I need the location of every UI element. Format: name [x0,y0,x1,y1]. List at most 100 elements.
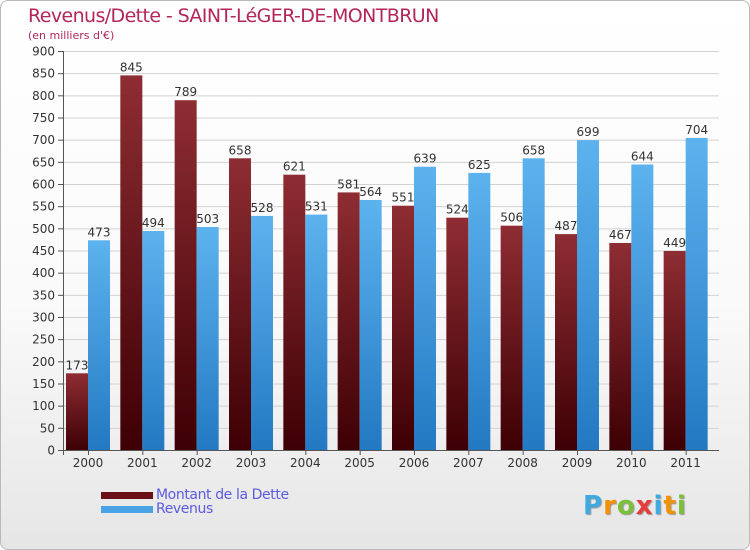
bar-revenus [685,137,708,451]
y-tick-label: 500 [32,222,55,236]
y-tick-label: 450 [32,244,55,258]
bar-dette [120,75,143,450]
y-tick-label: 250 [32,333,55,347]
data-label-revenus: 503 [196,212,219,226]
data-label-dette: 487 [555,219,578,233]
data-label-dette: 467 [609,228,632,242]
bar-revenus [414,166,436,450]
y-tick-label: 850 [32,67,55,81]
data-label-dette: 658 [229,143,252,157]
y-tick-label: 150 [32,377,55,391]
bar-revenus [196,227,219,450]
logo-letter: x [635,491,654,521]
chart-title: Revenus/Dette - SAINT-LéGER-DE-MONTBRUN [28,5,439,27]
data-label-dette: 173 [66,358,89,372]
y-tick-label: 550 [32,200,55,214]
bar-dette [337,192,360,450]
bar-dette [392,205,414,450]
bar-revenus [251,215,273,450]
bar-dette [446,217,469,450]
y-tick-label: 300 [32,311,55,325]
y-tick-label: 50 [40,421,55,435]
legend-label-revenus: Revenus [156,501,213,517]
legend-item-debt: Montant de la Dette [101,487,289,503]
y-tick-label: 400 [32,266,55,280]
logo-letter: t [663,491,677,521]
x-tick-label: 2005 [344,456,375,470]
legend-label-debt: Montant de la Dette [156,487,289,503]
bar-revenus [142,230,165,450]
x-tick-label: 2000 [73,456,104,470]
x-tick-label: 2011 [670,456,701,470]
bar-revenus [631,164,654,450]
y-tick-label: 350 [32,288,55,302]
data-label-dette: 524 [446,203,469,217]
x-tick-label: 2006 [399,456,430,470]
logo-letter: r [603,491,617,521]
x-tick-label: 2003 [236,456,267,470]
x-tick-label: 2010 [616,456,647,470]
x-tick-label: 2002 [181,456,212,470]
data-label-revenus: 531 [305,200,328,214]
data-label-revenus: 528 [251,201,274,215]
x-tick-label: 2001 [127,456,158,470]
data-label-revenus: 699 [577,125,600,139]
bars [66,75,708,451]
logo-letter: o [616,491,636,521]
x-tick-label: 2007 [453,456,484,470]
bar-dette [555,234,577,450]
data-label-dette: 581 [337,177,360,191]
y-tick-label: 700 [32,133,55,147]
bar-revenus [359,199,382,450]
bar-revenus [88,240,110,450]
data-label-revenus: 704 [685,123,708,137]
y-tick-label: 750 [32,111,55,125]
y-tick-label: 600 [32,178,55,192]
data-label-dette: 551 [392,191,415,205]
y-tick-label: 100 [32,399,55,413]
chart-subtitle: (en milliers d'€) [28,29,115,42]
bar-dette [609,242,632,450]
data-label-revenus: 564 [359,185,382,199]
y-tick-label: 650 [32,155,55,169]
axes: 0 50 100 150 200 250 300 350 400 450 500 550 600 650 7… [32,45,719,470]
y-tick-label: 900 [32,45,55,59]
logo-letter: i [653,491,664,521]
bar-dette [174,100,197,451]
data-label-dette: 845 [120,60,143,74]
logo-letter: P [583,491,604,521]
data-label-dette: 789 [174,85,197,99]
bar-dette [663,250,686,450]
bar-revenus [468,172,491,450]
x-tick-label: 2004 [290,456,321,470]
x-tick-label: 2009 [562,456,593,470]
data-label-dette: 449 [663,236,686,250]
bar-dette [229,158,251,450]
data-label-revenus: 639 [414,152,437,166]
bar-revenus [577,140,599,451]
data-label-revenus: 644 [631,149,654,163]
bar-revenus [522,158,545,450]
bar-dette [66,373,88,450]
data-label-dette: 621 [283,160,306,174]
y-tick-label: 0 [47,444,55,458]
data-label-revenus: 658 [522,143,545,157]
y-tick-label: 800 [32,89,55,103]
data-label-revenus: 625 [468,158,491,172]
legend-swatch-debt [101,492,153,499]
legend-item-revenus: Revenus [101,501,213,517]
data-label-revenus: 473 [88,225,111,239]
bar-revenus [305,214,328,450]
data-label-revenus: 494 [142,216,165,230]
x-tick-label: 2008 [507,456,538,470]
y-tick-label: 200 [32,355,55,369]
bar-dette [500,225,523,450]
legend-swatch-revenus [101,506,153,513]
logo-letter: i [676,491,687,521]
bar-dette [283,174,306,450]
proxiti-logo: Proxiti [583,491,687,521]
data-label-dette: 506 [500,211,523,225]
